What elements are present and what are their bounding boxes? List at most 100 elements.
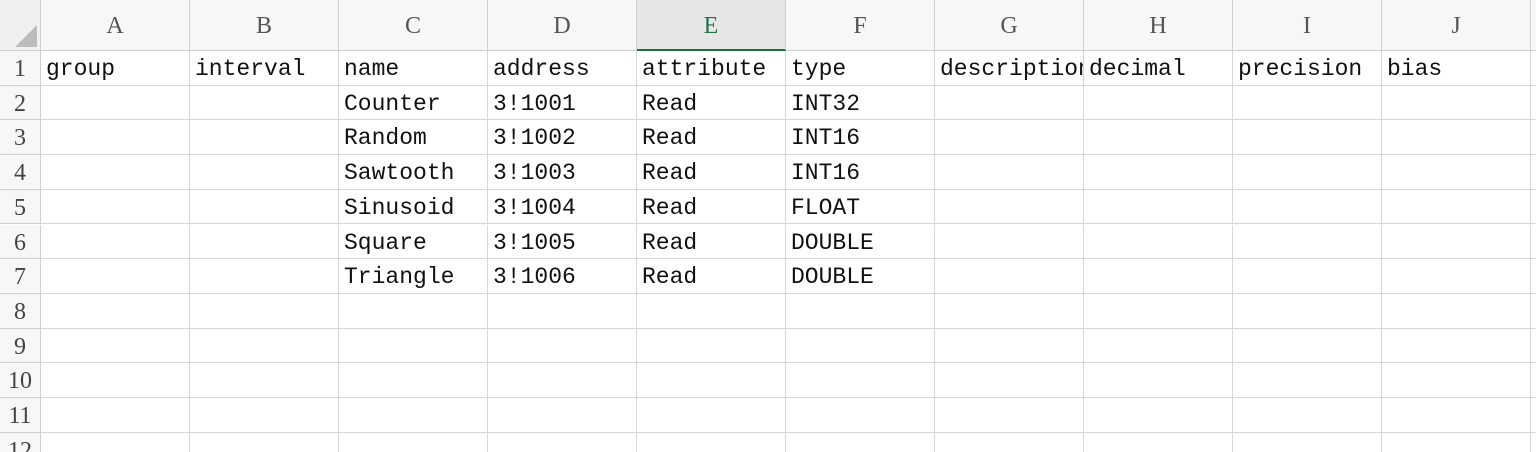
empty-cell[interactable] (41, 328, 190, 364)
empty-cell[interactable] (935, 224, 1084, 260)
empty-cell[interactable] (637, 363, 786, 398)
empty-cell[interactable] (786, 363, 935, 398)
empty-cell[interactable] (1233, 363, 1382, 398)
empty-cell[interactable] (1382, 259, 1531, 294)
row-header[interactable]: 8 (0, 293, 41, 329)
empty-cell[interactable] (786, 293, 935, 329)
empty-cell[interactable] (339, 328, 488, 364)
empty-cell[interactable] (190, 259, 339, 294)
cell[interactable]: 3!1001 (488, 85, 637, 121)
cell[interactable]: bias (1382, 51, 1531, 86)
empty-cell[interactable] (488, 398, 637, 433)
column-header[interactable]: G (935, 0, 1084, 51)
empty-cell[interactable] (190, 85, 339, 121)
empty-cell[interactable] (1084, 363, 1233, 398)
empty-cell[interactable] (1233, 259, 1382, 294)
cell[interactable]: 3!1002 (488, 120, 637, 156)
cell[interactable]: address (488, 51, 637, 86)
empty-cell[interactable] (41, 85, 190, 121)
row-header[interactable]: 12 (0, 432, 41, 452)
empty-cell[interactable] (488, 432, 637, 452)
cell[interactable]: Sawtooth (339, 155, 488, 190)
cell[interactable]: Random (339, 120, 488, 156)
empty-cell[interactable] (1531, 155, 1536, 190)
cell[interactable]: 3!1006 (488, 259, 637, 294)
empty-cell[interactable] (1233, 224, 1382, 260)
empty-cell[interactable] (1084, 224, 1233, 260)
empty-cell[interactable] (1382, 293, 1531, 329)
cell[interactable]: INT16 (786, 120, 935, 156)
empty-cell[interactable] (41, 293, 190, 329)
empty-cell[interactable] (935, 432, 1084, 452)
cell[interactable]: DOUBLE (786, 259, 935, 294)
cell[interactable]: Read (637, 224, 786, 260)
column-header[interactable]: B (190, 0, 339, 51)
cell[interactable]: 3!1005 (488, 224, 637, 260)
empty-cell[interactable] (1084, 155, 1233, 190)
empty-cell[interactable] (1531, 51, 1536, 86)
empty-cell[interactable] (935, 189, 1084, 225)
empty-cell[interactable] (41, 120, 190, 156)
empty-cell[interactable] (1382, 224, 1531, 260)
row-header[interactable]: 7 (0, 259, 41, 294)
empty-cell[interactable] (786, 432, 935, 452)
empty-cell[interactable] (637, 293, 786, 329)
empty-cell[interactable] (190, 293, 339, 329)
empty-cell[interactable] (1382, 328, 1531, 364)
empty-cell[interactable] (1531, 190, 1536, 225)
cell[interactable]: Read (637, 189, 786, 225)
cell[interactable]: Counter (339, 85, 488, 121)
empty-cell[interactable] (786, 328, 935, 364)
empty-cell[interactable] (1382, 432, 1531, 452)
empty-cell[interactable] (190, 224, 339, 260)
cell[interactable]: Read (637, 85, 786, 121)
cell[interactable]: interval (190, 51, 339, 86)
column-header[interactable]: C (339, 0, 488, 51)
cell[interactable]: Square (339, 224, 488, 260)
cell[interactable]: Read (637, 155, 786, 190)
cell[interactable]: DOUBLE (786, 224, 935, 260)
empty-cell[interactable] (190, 120, 339, 156)
empty-cell[interactable] (637, 328, 786, 364)
column-header[interactable]: F (786, 0, 935, 51)
cell[interactable]: attribute (637, 51, 786, 86)
cell[interactable]: 3!1003 (488, 155, 637, 190)
empty-cell[interactable] (935, 398, 1084, 433)
empty-cell[interactable] (41, 155, 190, 190)
empty-cell[interactable] (190, 363, 339, 398)
empty-cell[interactable] (935, 363, 1084, 398)
empty-cell[interactable] (339, 398, 488, 433)
empty-cell[interactable] (1084, 85, 1233, 121)
row-header[interactable]: 5 (0, 189, 41, 225)
column-header[interactable]: I (1233, 0, 1382, 51)
cell[interactable]: Sinusoid (339, 189, 488, 225)
empty-cell[interactable] (41, 224, 190, 260)
empty-cell[interactable] (1233, 85, 1382, 121)
empty-cell[interactable] (1233, 398, 1382, 433)
empty-cell[interactable] (1531, 120, 1536, 156)
row-header[interactable]: 10 (0, 363, 41, 398)
empty-cell[interactable] (935, 120, 1084, 156)
cell[interactable]: INT16 (786, 155, 935, 190)
empty-cell[interactable] (1233, 432, 1382, 452)
cell[interactable]: Read (637, 259, 786, 294)
cell[interactable]: 3!1004 (488, 189, 637, 225)
empty-cell[interactable] (1084, 328, 1233, 364)
empty-cell[interactable] (935, 85, 1084, 121)
row-header[interactable]: 9 (0, 328, 41, 364)
empty-cell[interactable] (935, 328, 1084, 364)
empty-cell[interactable] (41, 398, 190, 433)
empty-cell[interactable] (1084, 398, 1233, 433)
empty-cell[interactable] (1382, 155, 1531, 190)
empty-cell[interactable] (41, 432, 190, 452)
row-header[interactable]: 2 (0, 85, 41, 121)
empty-cell[interactable] (41, 363, 190, 398)
cell[interactable]: Read (637, 120, 786, 156)
empty-cell[interactable] (1084, 259, 1233, 294)
empty-cell[interactable] (1531, 294, 1536, 329)
empty-cell[interactable] (1531, 329, 1536, 364)
empty-cell[interactable] (41, 189, 190, 225)
empty-cell[interactable] (190, 432, 339, 452)
cell[interactable]: group (41, 51, 190, 86)
cell[interactable]: type (786, 51, 935, 86)
